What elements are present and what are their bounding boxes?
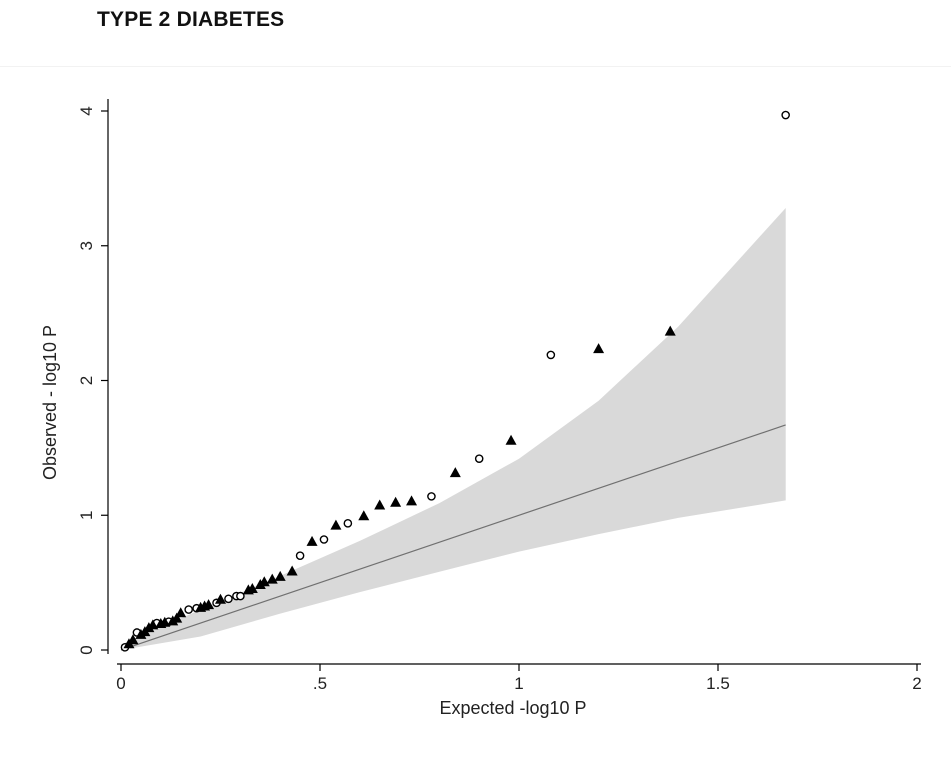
point-circle bbox=[427, 492, 436, 501]
reference-line bbox=[120, 424, 786, 651]
point-triangle bbox=[330, 519, 342, 530]
point-triangle bbox=[159, 616, 171, 627]
y-tick-label: 3 bbox=[77, 241, 96, 250]
point-circle bbox=[184, 605, 193, 614]
x-tick-label: 1 bbox=[514, 674, 523, 693]
data-points bbox=[120, 110, 790, 652]
point-triangle bbox=[246, 583, 258, 594]
qq-plot: 0 .5 1 1.5 2 0 1 2 3 4 Expected -log10 P Observed… bbox=[40, 99, 922, 718]
point-triangle bbox=[215, 593, 226, 604]
x-tick-label: 2 bbox=[912, 674, 921, 693]
x-tick-label: 0 bbox=[116, 674, 125, 693]
point-circle bbox=[781, 110, 790, 120]
point-circle bbox=[295, 551, 305, 560]
point-triangle bbox=[374, 499, 386, 510]
point-triangle bbox=[358, 510, 370, 521]
y-tick-label: 1 bbox=[77, 511, 96, 520]
point-triangle bbox=[266, 573, 278, 584]
confidence-band bbox=[121, 208, 786, 650]
point-triangle bbox=[258, 576, 270, 587]
point-triangle bbox=[171, 612, 183, 623]
point-circle bbox=[319, 535, 329, 544]
point-triangle bbox=[306, 535, 318, 546]
point-circle bbox=[546, 350, 556, 360]
point-triangle bbox=[274, 570, 286, 581]
page-title: TYPE 2 DIABETES bbox=[97, 8, 285, 31]
plot-panel: 0 .5 1 1.5 2 0 1 2 3 4 Expected -log10 P Observed… bbox=[0, 66, 951, 762]
y-tick-label: 2 bbox=[77, 376, 96, 385]
point-triangle bbox=[449, 467, 461, 478]
x-axis-title: Expected -log10 P bbox=[439, 698, 586, 718]
y-tick-label: 4 bbox=[77, 106, 96, 115]
y-axis-title: Observed - log10 P bbox=[40, 325, 60, 480]
point-circle bbox=[224, 594, 233, 604]
point-triangle bbox=[203, 599, 215, 610]
x-tick-label: .5 bbox=[313, 674, 327, 693]
point-circle bbox=[474, 454, 484, 463]
point-triangle bbox=[175, 607, 187, 618]
point-circle bbox=[343, 519, 353, 528]
point-triangle bbox=[664, 325, 676, 336]
y-tick-label: 0 bbox=[77, 645, 96, 654]
point-triangle bbox=[505, 434, 517, 445]
point-triangle bbox=[286, 565, 298, 576]
reference-line-layer bbox=[120, 424, 786, 651]
point-triangle bbox=[406, 495, 418, 506]
point-triangle bbox=[127, 634, 139, 645]
point-triangle bbox=[147, 619, 159, 630]
axes: 0 .5 1 1.5 2 0 1 2 3 4 bbox=[77, 99, 922, 693]
point-triangle bbox=[390, 496, 402, 507]
x-tick-label: 1.5 bbox=[706, 674, 730, 693]
point-triangle bbox=[593, 343, 605, 354]
confidence-band-layer bbox=[121, 208, 786, 650]
point-circle bbox=[236, 591, 245, 601]
